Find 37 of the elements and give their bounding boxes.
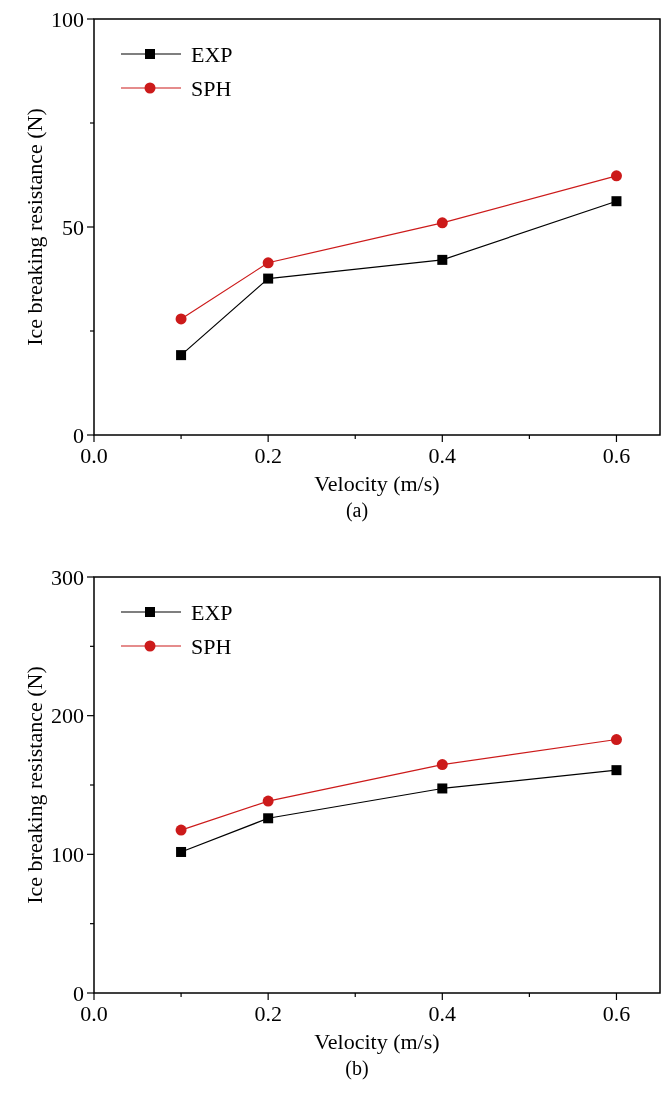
x-tick-label: 0.6 — [602, 1001, 631, 1026]
point — [175, 313, 187, 325]
point — [611, 196, 622, 207]
x-tick-label: 0.4 — [428, 1001, 457, 1026]
y-axis-title: Ice breaking resistance (N) — [22, 108, 47, 346]
y-tick-label: 100 — [51, 842, 84, 868]
point — [437, 254, 448, 265]
legend-label: EXP — [191, 599, 233, 625]
point — [436, 217, 448, 229]
legend-label: SPH — [191, 75, 232, 101]
point — [262, 257, 274, 269]
x-tick-label: 0.2 — [254, 1001, 282, 1026]
x-tick-label: 0.6 — [602, 443, 631, 468]
y-tick-label: 50 — [62, 214, 84, 240]
y-tick-label: 200 — [51, 703, 84, 729]
y-tick-label: 100 — [51, 6, 84, 32]
point — [175, 824, 187, 836]
point — [610, 170, 622, 182]
text: (a) — [345, 499, 369, 522]
x-tick-label: 0.2 — [254, 443, 282, 468]
point — [611, 765, 622, 776]
x-tick-label: 0.4 — [428, 443, 457, 468]
x-axis-title: Velocity (m/s) — [314, 1029, 440, 1054]
legend-label: SPH — [191, 633, 232, 659]
x-axis-title: Velocity (m/s) — [314, 471, 440, 496]
point — [437, 783, 448, 794]
legend-label: EXP — [191, 41, 233, 67]
text: (b) — [345, 1057, 369, 1080]
point — [263, 813, 274, 824]
point — [610, 734, 622, 746]
y-tick-label: 300 — [51, 564, 84, 590]
point — [176, 846, 187, 857]
y-axis-title: Ice breaking resistance (N) — [22, 666, 47, 904]
point — [263, 273, 274, 284]
point — [176, 350, 187, 361]
point — [262, 795, 274, 807]
point — [436, 759, 448, 771]
